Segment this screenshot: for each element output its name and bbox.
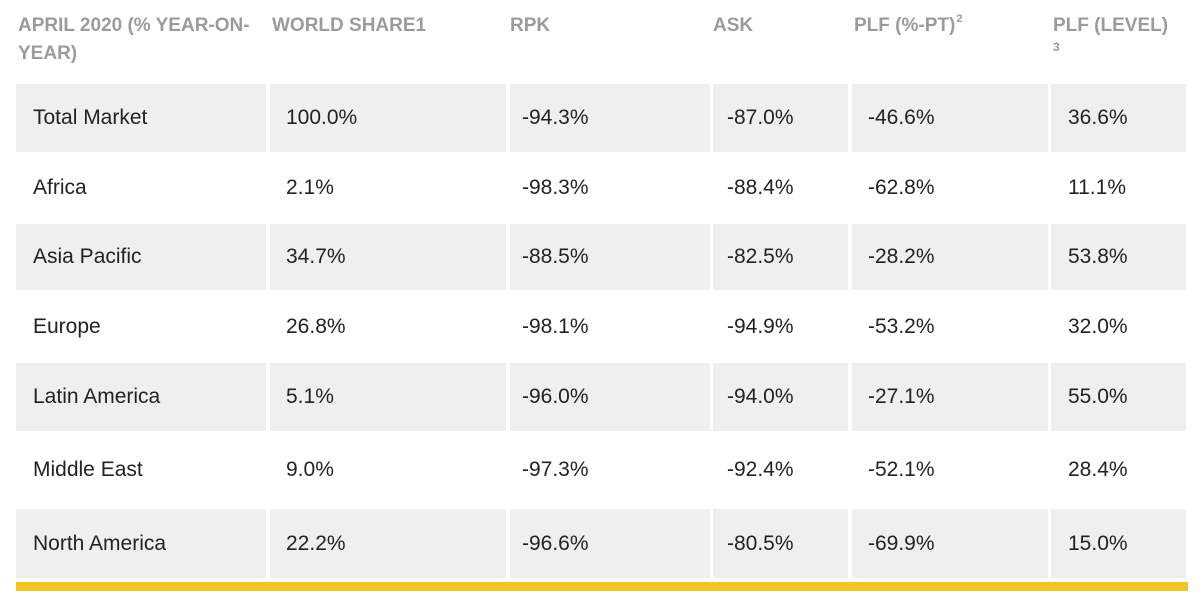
cell-plf-level: 28.4% <box>1068 458 1128 481</box>
header-ask: ASK <box>713 12 833 40</box>
cell-rpk: -96.0% <box>510 363 710 431</box>
cell-plf-level: 15.0% <box>1051 509 1186 578</box>
cell-region: Asia Pacific <box>16 224 266 290</box>
cell-world-share: 26.8% <box>286 314 346 338</box>
cell-world-share: 2.1% <box>286 176 334 199</box>
header-plf-pt: PLF (%-PT)2 <box>854 12 1044 40</box>
header-ask-label: ASK <box>713 15 754 36</box>
cell-rpk: -98.1% <box>522 314 589 338</box>
cell-world-share: 9.0% <box>286 458 334 481</box>
table-row: North America 22.2% -96.6% -80.5% -69.9% 15.0… <box>16 509 1186 578</box>
cell-region: Total Market <box>16 84 266 152</box>
header-world-share-label: WORLD SHARE1 <box>272 15 427 36</box>
cell-plf-pt: -53.2% <box>868 314 935 338</box>
cell-plf-level: 11.1% <box>1068 176 1126 199</box>
cell-rpk: -96.6% <box>510 509 710 578</box>
header-rpk-label: RPK <box>510 15 551 36</box>
header-plf-level: PLF (LEVEL) 3 <box>1053 12 1188 54</box>
cell-region: North America <box>16 509 266 578</box>
table-row: Latin America 5.1% -96.0% -94.0% -27.1% 55.0% <box>16 363 1186 431</box>
cell-rpk: -94.3% <box>510 84 710 152</box>
cell-plf-pt: -62.8% <box>868 176 935 199</box>
cell-rpk: -97.3% <box>522 458 589 481</box>
cell-ask: -94.0% <box>713 363 848 431</box>
table-row: Africa 2.1% -98.3% -88.4% -62.8% 11.1% <box>16 154 1186 222</box>
cell-ask: -87.0% <box>713 84 848 152</box>
cell-rpk: -88.5% <box>510 224 710 290</box>
cell-rpk: -98.3% <box>522 176 589 199</box>
cell-plf-level: 32.0% <box>1068 314 1128 338</box>
cell-region: Africa <box>33 176 87 199</box>
cell-region: Latin America <box>16 363 266 431</box>
cell-ask: -82.5% <box>713 224 848 290</box>
cell-plf-pt: -52.1% <box>868 458 935 481</box>
table-row: Asia Pacific 34.7% -88.5% -82.5% -28.2% 53.8% <box>16 224 1186 290</box>
cell-ask: -92.4% <box>727 458 794 481</box>
cell-plf-pt: -46.6% <box>852 84 1048 152</box>
cell-plf-level: 36.6% <box>1051 84 1186 152</box>
table-header: APRIL 2020 (% YEAR-ON-YEAR) WORLD SHARE1… <box>16 0 1186 80</box>
cell-plf-level: 53.8% <box>1051 224 1186 290</box>
header-region-label: APRIL 2020 (% YEAR-ON-YEAR) <box>18 15 250 64</box>
cell-plf-pt: -28.2% <box>852 224 1048 290</box>
cell-world-share: 100.0% <box>270 84 506 152</box>
table-row: Middle East 9.0% -97.3% -92.4% -52.1% 28.4% <box>16 433 1186 507</box>
header-plf-level-footnote: 3 <box>1053 40 1060 54</box>
cell-plf-level: 55.0% <box>1051 363 1186 431</box>
table-row: Total Market 100.0% -94.3% -87.0% -46.6% 36.6… <box>16 84 1186 152</box>
cell-ask: -80.5% <box>713 509 848 578</box>
cell-region: Europe <box>33 314 101 338</box>
header-plf-pt-label: PLF (%-PT) <box>854 15 956 36</box>
cell-world-share: 22.2% <box>270 509 506 578</box>
cell-ask: -94.9% <box>727 314 794 338</box>
header-plf-pt-footnote: 2 <box>956 12 963 25</box>
header-rpk: RPK <box>510 12 660 40</box>
cell-world-share: 5.1% <box>270 363 506 431</box>
accent-bar <box>16 582 1188 591</box>
cell-plf-pt: -69.9% <box>852 509 1048 578</box>
header-region: APRIL 2020 (% YEAR-ON-YEAR) <box>18 12 258 68</box>
table-row: Europe 26.8% -98.1% -94.9% -53.2% 32.0% <box>16 292 1186 361</box>
header-world-share: WORLD SHARE1 <box>272 12 472 40</box>
cell-plf-pt: -27.1% <box>852 363 1048 431</box>
cell-ask: -88.4% <box>727 176 794 199</box>
header-plf-level-label: PLF (LEVEL) <box>1053 15 1169 36</box>
cell-world-share: 34.7% <box>270 224 506 290</box>
cell-region: Middle East <box>33 458 143 481</box>
